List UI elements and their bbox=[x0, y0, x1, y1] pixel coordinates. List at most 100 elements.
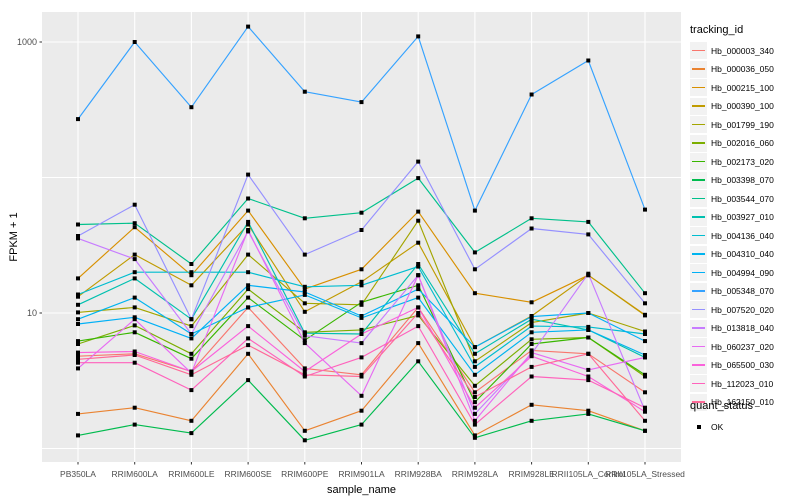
legend-label: Hb_000390_100 bbox=[711, 101, 774, 111]
data-point bbox=[359, 393, 364, 398]
legend-item-Hb_162150_010: Hb_162150_010 bbox=[690, 393, 774, 411]
data-point bbox=[359, 327, 364, 332]
data-point bbox=[189, 351, 194, 356]
y-axis-title: FPKM + 1 bbox=[8, 212, 20, 262]
data-point bbox=[416, 311, 421, 315]
data-point bbox=[76, 357, 80, 362]
legend-item-Hb_065500_030: Hb_065500_030 bbox=[690, 356, 774, 374]
data-point bbox=[76, 294, 80, 299]
data-point bbox=[132, 225, 137, 230]
legend-key-line-icon bbox=[690, 42, 707, 59]
data-point bbox=[246, 208, 251, 213]
legend-item-Hb_007520_020: Hb_007520_020 bbox=[690, 301, 774, 318]
data-point bbox=[246, 196, 251, 201]
data-point bbox=[586, 271, 591, 276]
data-point bbox=[643, 355, 647, 360]
legend-item-Hb_001799_190: Hb_001799_190 bbox=[690, 116, 774, 133]
legend-label: Hb_004136_040 bbox=[711, 230, 774, 241]
x-axis-title: sample_name bbox=[326, 484, 397, 496]
data-point bbox=[643, 301, 647, 306]
legend-key-line-icon bbox=[690, 319, 707, 337]
legend-label: Hb_004310_040 bbox=[711, 249, 774, 259]
x-tick-label: RRIM600LE bbox=[168, 469, 215, 479]
legend-key-line-icon bbox=[690, 79, 707, 96]
data-point bbox=[643, 353, 647, 357]
data-point bbox=[529, 364, 534, 369]
legend-label: Hb_000003_340 bbox=[711, 45, 774, 56]
legend-label: Hb_162150_010 bbox=[711, 397, 774, 407]
data-point bbox=[643, 428, 647, 433]
data-point bbox=[529, 317, 534, 322]
legend-label: Hb_002173_020 bbox=[711, 156, 774, 167]
data-point bbox=[189, 418, 194, 423]
data-point bbox=[472, 400, 477, 405]
data-point bbox=[416, 295, 421, 300]
data-point bbox=[189, 336, 194, 341]
data-point bbox=[643, 372, 647, 377]
data-point bbox=[472, 359, 477, 364]
data-point bbox=[302, 369, 307, 374]
data-point bbox=[76, 339, 80, 344]
data-point bbox=[132, 252, 137, 257]
data-point bbox=[586, 219, 591, 224]
legend-label: Hb_013818_040 bbox=[711, 323, 774, 333]
data-point bbox=[416, 305, 421, 310]
data-point bbox=[302, 292, 307, 297]
data-point bbox=[359, 100, 364, 105]
data-point bbox=[416, 209, 421, 214]
data-point bbox=[472, 250, 477, 255]
y-tick-label: 10 bbox=[27, 308, 37, 318]
data-point bbox=[529, 342, 534, 346]
x-tick-label: RRII105LA_Stressed bbox=[605, 469, 685, 479]
data-point bbox=[246, 343, 251, 348]
legend-item-Hb_004310_040: Hb_004310_040 bbox=[690, 245, 774, 263]
data-point bbox=[416, 313, 421, 318]
legend-item-Hb_004994_090: Hb_004994_090 bbox=[690, 264, 774, 281]
data-point bbox=[76, 411, 80, 416]
data-point bbox=[529, 216, 534, 221]
legend-key-line-icon bbox=[690, 393, 707, 411]
data-point bbox=[416, 34, 421, 39]
legend-key-line-icon bbox=[690, 338, 707, 355]
data-point bbox=[246, 270, 251, 275]
data-point bbox=[529, 324, 534, 329]
legend-item-Hb_003544_070: Hb_003544_070 bbox=[690, 190, 774, 207]
data-point bbox=[359, 374, 364, 379]
x-tick-label: RRIM600SE bbox=[224, 469, 272, 479]
y-tick-label: 1000 bbox=[17, 37, 37, 47]
legend-label: Hb_000036_050 bbox=[711, 64, 774, 74]
data-point bbox=[472, 422, 477, 427]
legend-key-line-icon bbox=[690, 190, 707, 207]
data-point bbox=[416, 159, 421, 164]
data-point bbox=[586, 58, 591, 63]
data-point bbox=[416, 287, 421, 292]
data-point bbox=[76, 350, 80, 355]
data-point bbox=[76, 360, 80, 365]
legend-key-line-icon bbox=[690, 356, 707, 374]
data-point bbox=[472, 291, 477, 296]
data-point bbox=[132, 323, 137, 328]
data-point bbox=[76, 310, 80, 315]
data-point bbox=[76, 222, 80, 227]
data-point bbox=[132, 405, 137, 410]
legend-key-line-icon bbox=[690, 264, 707, 281]
data-point bbox=[189, 388, 194, 393]
legend-item-Hb_000003_340: Hb_000003_340 bbox=[690, 42, 774, 59]
legend-item-Hb_003927_010: Hb_003927_010 bbox=[690, 208, 774, 226]
data-point bbox=[132, 257, 137, 262]
legend-item-Hb_000390_100: Hb_000390_100 bbox=[690, 97, 774, 115]
data-point bbox=[643, 409, 647, 414]
data-point bbox=[359, 210, 364, 215]
legend-key-line-icon bbox=[690, 171, 707, 189]
data-point bbox=[132, 330, 137, 335]
legend-key-line-icon bbox=[690, 153, 707, 170]
legend-key-line-icon bbox=[690, 227, 707, 244]
data-point bbox=[359, 267, 364, 272]
data-point bbox=[76, 317, 80, 322]
data-point bbox=[416, 264, 421, 269]
data-point bbox=[132, 349, 137, 354]
data-point bbox=[472, 345, 477, 350]
data-point bbox=[76, 302, 80, 307]
data-point bbox=[359, 283, 364, 288]
